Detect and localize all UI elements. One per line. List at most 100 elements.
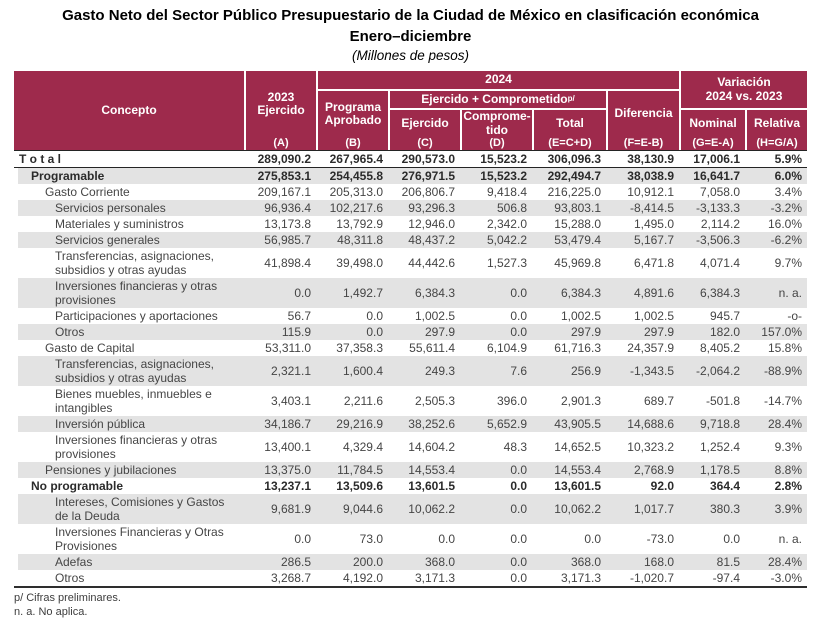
value-programa-aprobado: 1,600.4	[342, 364, 383, 378]
value-nominal: 364.4	[709, 479, 740, 493]
header-letter-b: (B)	[345, 137, 361, 149]
concepto-cell: T o t a l	[19, 152, 61, 166]
value-comprometido: 0.0	[510, 532, 527, 546]
value-total: 0.0	[584, 532, 601, 546]
value-2023-ejercido: 286.5	[280, 555, 311, 569]
value-ejercido: 48,437.2	[408, 233, 455, 247]
value-comprometido: 0.0	[510, 309, 527, 323]
header-group-2024: 2024	[318, 71, 679, 89]
value-diferencia: 10,912.1	[627, 185, 674, 199]
header-ejercido-label: Ejercido	[401, 115, 449, 130]
value-comprometido: 1,527.3	[486, 256, 527, 270]
value-relativa: 3.4%	[774, 185, 802, 199]
value-relativa: 9.3%	[774, 440, 802, 454]
value-relativa: 28.4%	[767, 417, 802, 431]
value-programa-aprobado: 102,217.6	[329, 201, 383, 215]
value-relativa: 6.0%	[774, 169, 802, 183]
value-nominal: 380.3	[709, 502, 740, 516]
value-programa-aprobado: 73.0	[359, 532, 383, 546]
value-comprometido: 0.0	[510, 555, 527, 569]
value-ejercido: 249.3	[424, 364, 455, 378]
value-ejercido: 368.0	[424, 555, 455, 569]
value-ejercido: 44,442.6	[408, 256, 455, 270]
value-ejercido: 14,553.4	[408, 463, 455, 477]
value-programa-aprobado: 0.0	[366, 325, 383, 339]
value-relativa: 3.9%	[774, 502, 802, 516]
value-comprometido: 506.8	[496, 201, 527, 215]
header-comprometido-label: Comprome- tido	[463, 109, 531, 137]
value-2023-ejercido: 0.0	[294, 286, 311, 300]
value-comprometido: 396.0	[496, 394, 527, 408]
value-programa-aprobado: 13,509.6	[336, 479, 383, 493]
value-total: 45,969.8	[554, 256, 601, 270]
header-group-variacion: Variación 2024 vs. 2023	[681, 71, 807, 108]
value-ejercido: 38,252.6	[408, 417, 455, 431]
value-comprometido: 5,042.2	[486, 233, 527, 247]
concepto-cell: Gasto de Capital	[45, 341, 135, 355]
value-ejercido: 3,171.3	[414, 571, 455, 585]
concepto-cell: Otros	[55, 571, 85, 585]
table-row: Inversión pública 34,186.7 29,216.9 38,2…	[14, 416, 807, 432]
value-2023-ejercido: 289,090.2	[257, 152, 311, 166]
value-2023-ejercido: 56.7	[287, 309, 311, 323]
value-2023-ejercido: 209,167.1	[257, 185, 311, 199]
value-2023-ejercido: 56,985.7	[264, 233, 311, 247]
title-block: Gasto Neto del Sector Público Presupuest…	[0, 0, 821, 64]
header-letter-e: (E=C+D)	[548, 137, 592, 149]
value-total: 53,479.4	[554, 233, 601, 247]
value-nominal: 4,071.4	[699, 256, 740, 270]
value-total: 216,225.0	[547, 185, 601, 199]
header-total: Total (E=C+D)	[534, 110, 606, 150]
table-row: Transferencias, asignaciones, subsidios …	[14, 356, 807, 386]
table-row: Materiales y suministros 13,173.8 13,792…	[14, 216, 807, 232]
header-programa-aprobado: Programa Aprobado (B)	[318, 91, 388, 150]
value-total: 13,601.5	[554, 479, 601, 493]
value-2023-ejercido: 41,898.4	[264, 256, 311, 270]
value-nominal: 2,114.2	[700, 217, 740, 231]
table-row: Inversiones Financieras y Otras Provisio…	[14, 524, 807, 554]
page-subtitle-units: (Millones de pesos)	[351, 48, 470, 63]
value-total: 61,716.3	[554, 341, 601, 355]
value-total: 15,288.0	[554, 217, 601, 231]
value-nominal: 1,178.5	[699, 463, 740, 477]
table-row: No programable 13,237.1 13,509.6 13,601.…	[14, 478, 807, 494]
concepto-cell: Inversión pública	[55, 417, 146, 431]
value-diferencia: 168.0	[643, 555, 674, 569]
value-total: 306,096.3	[547, 152, 601, 166]
value-programa-aprobado: 1,492.7	[342, 286, 383, 300]
header-total-label: Total	[556, 115, 584, 130]
table-body: T o t a l 289,090.2 267,965.4 290,573.0 …	[14, 151, 807, 588]
value-total: 368.0	[570, 555, 601, 569]
value-programa-aprobado: 4,329.4	[342, 440, 383, 454]
table-row: Otros 115.9 0.0 297.9 0.0 297.9 297.9 18…	[14, 324, 807, 340]
value-2023-ejercido: 9,681.9	[270, 502, 311, 516]
table-row: Participaciones y aportaciones 56.7 0.0 …	[14, 308, 807, 324]
value-diferencia: 5,167.7	[633, 233, 674, 247]
value-relativa: 28.4%	[767, 555, 802, 569]
header-group-ejercido-comprometido-label: Ejercido + Comprometido	[421, 91, 568, 106]
concepto-cell: Pensiones y jubilaciones	[45, 463, 177, 477]
value-programa-aprobado: 11,784.5	[337, 463, 383, 477]
header-ejercido: Ejercido (C)	[390, 110, 460, 150]
value-ejercido: 206,806.7	[401, 185, 455, 199]
value-relativa: 5.9%	[774, 152, 802, 166]
value-comprometido: 0.0	[510, 502, 527, 516]
value-diferencia: 38,038.9	[627, 169, 674, 183]
value-nominal: -3,506.3	[695, 233, 740, 247]
value-programa-aprobado: 4,192.0	[342, 571, 383, 585]
value-nominal: -501.8	[705, 394, 740, 408]
concepto-cell: Servicios generales	[55, 233, 160, 247]
value-ejercido: 297.9	[424, 325, 455, 339]
concepto-cell: No programable	[31, 479, 124, 493]
value-diferencia: 6,471.8	[633, 256, 674, 270]
value-programa-aprobado: 254,455.8	[329, 169, 383, 183]
value-ejercido: 1,002.5	[414, 309, 455, 323]
value-ejercido: 55,611.4	[409, 341, 455, 355]
value-ejercido: 13,601.5	[408, 479, 455, 493]
value-comprometido: 9,418.4	[486, 185, 527, 199]
value-programa-aprobado: 205,313.0	[329, 185, 383, 199]
value-total: 93,803.1	[554, 201, 601, 215]
value-diferencia: 1,017.7	[633, 502, 674, 516]
header-diferencia-label: Diferencia	[614, 106, 673, 121]
